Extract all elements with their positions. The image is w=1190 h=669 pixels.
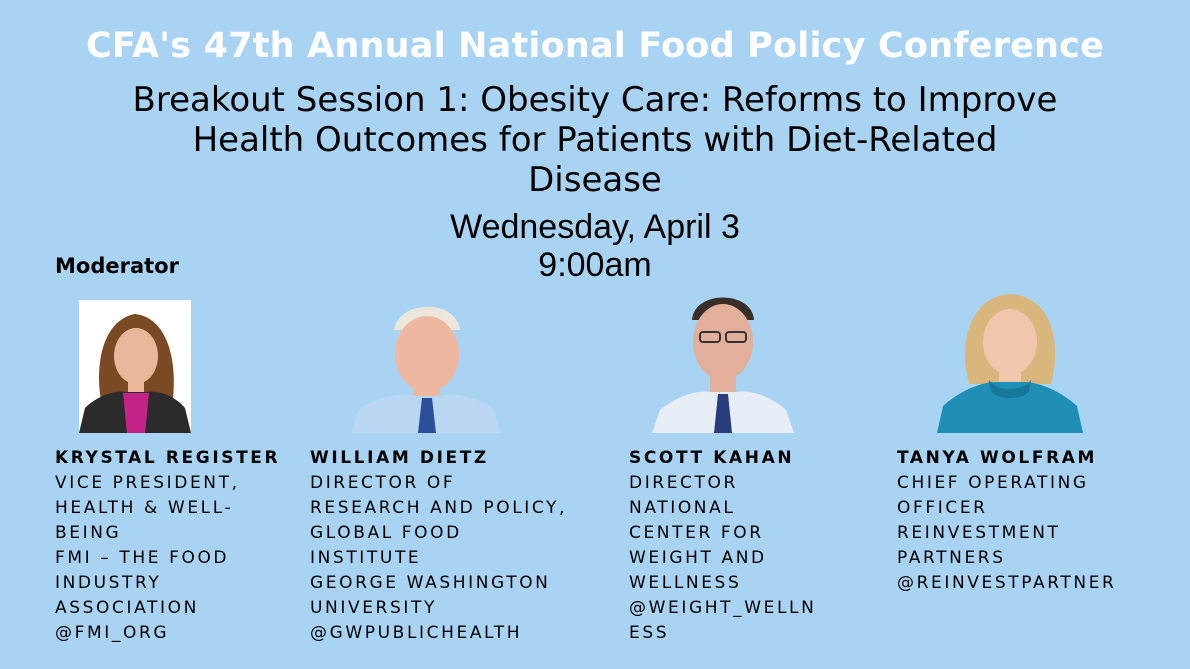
speaker-info-line: @GWPUBLICHEALTH <box>310 623 523 643</box>
speaker-photo-krystal-register <box>79 300 191 433</box>
speaker-info-line: INSTITUTE <box>310 548 422 568</box>
session-title-line: Disease <box>528 160 662 200</box>
speaker-info-line: INDUSTRY <box>55 573 162 593</box>
speaker-info-line: CHIEF OPERATING <box>897 473 1089 493</box>
speaker-info-line: WELLNESS <box>629 573 742 593</box>
session-title-line: Health Outcomes for Patients with Diet-R… <box>192 120 998 160</box>
speaker-name: KRYSTAL REGISTER <box>55 448 281 468</box>
speaker-info-line: BEING <box>55 523 122 543</box>
speaker-info-line: @WEIGHT_WELLN <box>629 598 817 618</box>
speaker-info-line: NATIONAL <box>629 498 736 518</box>
speaker-info-line: GEORGE WASHINGTON <box>310 573 551 593</box>
speaker-photo-tanya-wolfram <box>937 288 1083 433</box>
speaker-info-line: ESS <box>629 623 670 643</box>
session-title-line: Breakout Session 1: Obesity Care: Reform… <box>132 80 1058 120</box>
speaker-info-line: REINVESTMENT <box>897 523 1061 543</box>
speaker-info-line: UNIVERSITY <box>310 598 437 618</box>
speaker-info-line: OFFICER <box>897 498 988 518</box>
speaker-info-line: VICE PRESIDENT, <box>55 473 240 493</box>
speaker-info-line: GLOBAL FOOD <box>310 523 462 543</box>
speaker-info-line: WEIGHT AND <box>629 548 767 568</box>
session-time: 9:00am <box>538 246 652 284</box>
speaker-info-line: PARTNERS <box>897 548 1006 568</box>
speaker-info-line: DIRECTOR <box>629 473 738 493</box>
speaker-info-line: FMI – THE FOOD <box>55 548 230 568</box>
moderator-label: Moderator <box>55 254 179 278</box>
speaker-info-line: ASSOCIATION <box>55 598 199 618</box>
speaker-info-line: CENTER FOR <box>629 523 764 543</box>
speaker-info: VICE PRESIDENT, HEALTH & WELL- BEING FMI… <box>55 471 240 646</box>
speaker-info-line: DIRECTOR OF <box>310 473 456 493</box>
speaker-info: DIRECTOR NATIONAL CENTER FOR WEIGHT AND … <box>629 471 816 646</box>
speaker-info: DIRECTOR OF RESEARCH AND POLICY, GLOBAL … <box>310 471 567 646</box>
speaker-info: CHIEF OPERATING OFFICER REINVESTMENT PAR… <box>897 471 1116 596</box>
portrait-image <box>352 292 500 433</box>
speaker-name: TANYA WOLFRAM <box>897 448 1098 468</box>
speaker-photo-scott-kahan <box>652 286 794 433</box>
conference-title: CFA's 47th Annual National Food Policy C… <box>85 26 1105 66</box>
speaker-info-line: RESEARCH AND POLICY, <box>310 498 568 518</box>
speaker-info-line: @FMI_ORG <box>55 623 170 643</box>
portrait-image <box>79 300 191 433</box>
speaker-info-line: @REINVESTPARTNER <box>897 573 1117 593</box>
session-date: Wednesday, April 3 <box>450 208 740 246</box>
speaker-photo-william-dietz <box>352 292 500 433</box>
portrait-image <box>652 286 794 433</box>
speaker-info-line: HEALTH & WELL- <box>55 498 234 518</box>
portrait-image <box>937 288 1083 433</box>
speaker-name: WILLIAM DIETZ <box>310 448 489 468</box>
session-title: Breakout Session 1: Obesity Care: Reform… <box>20 80 1170 200</box>
speaker-name: SCOTT KAHAN <box>629 448 795 468</box>
